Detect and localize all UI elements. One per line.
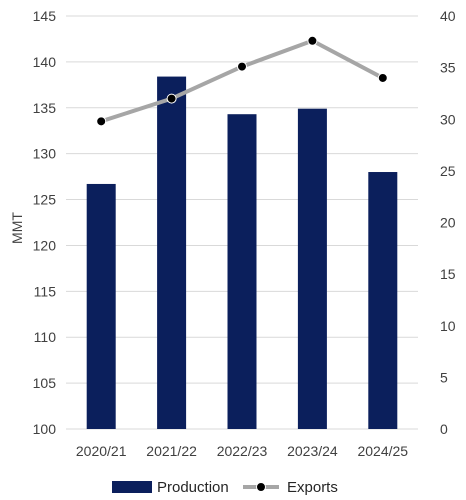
y-tick-label: 105: [33, 375, 57, 391]
exports-line: [96, 35, 388, 127]
production-bar: [368, 172, 398, 429]
exports-point: [96, 116, 107, 127]
y2-tick-label: 40: [440, 8, 456, 24]
x-tick-label: 2020/21: [76, 443, 127, 459]
left-axis-ticks: 100 105 110 115 120 125 130 135 140 145: [33, 8, 57, 437]
y2-tick-label: 0: [440, 421, 448, 437]
right-axis-ticks: 0 5 10 15 20 25 30 35 40: [440, 8, 456, 437]
exports-point: [237, 61, 247, 72]
y-tick-label: 145: [33, 8, 57, 24]
y-tick-label: 140: [33, 54, 57, 70]
y-tick-label: 110: [34, 329, 57, 345]
production-bars: [86, 76, 398, 430]
y2-tick-label: 25: [440, 163, 456, 179]
exports-point: [307, 35, 318, 46]
x-tick-label: 2023/24: [287, 443, 338, 459]
production-bar: [227, 114, 257, 430]
y-axis-title: MMT: [9, 212, 25, 244]
y-tick-label: 130: [33, 146, 57, 162]
y-tick-label: 100: [33, 421, 57, 437]
y-tick-label: 115: [34, 283, 57, 299]
production-bar: [297, 108, 327, 429]
y2-tick-label: 10: [440, 318, 456, 334]
legend-production-label: Production: [157, 479, 229, 496]
x-tick-label: 2024/25: [357, 443, 408, 459]
y-tick-label: 125: [33, 192, 57, 208]
y2-tick-label: 35: [440, 60, 456, 76]
legend-exports-marker: [256, 482, 266, 492]
y2-tick-label: 5: [440, 369, 448, 385]
legend-production-swatch: [112, 481, 152, 493]
y2-tick-label: 30: [440, 111, 456, 127]
exports-point: [377, 72, 388, 83]
production-bar: [86, 183, 116, 429]
y2-tick-label: 20: [440, 215, 456, 231]
category-axis-ticks: 2020/21 2021/22 2022/23 2023/24 2024/25: [76, 443, 408, 459]
legend-exports-label: Exports: [287, 479, 338, 496]
y2-tick-label: 15: [440, 266, 456, 282]
exports-line-path: [100, 38, 384, 124]
legend: Production Exports: [112, 479, 338, 496]
exports-point: [166, 93, 177, 104]
y-tick-label: 135: [33, 100, 57, 116]
production-bar: [157, 76, 187, 429]
y-tick-label: 120: [33, 237, 57, 253]
x-tick-label: 2021/22: [146, 443, 197, 459]
x-tick-label: 2022/23: [217, 443, 268, 459]
